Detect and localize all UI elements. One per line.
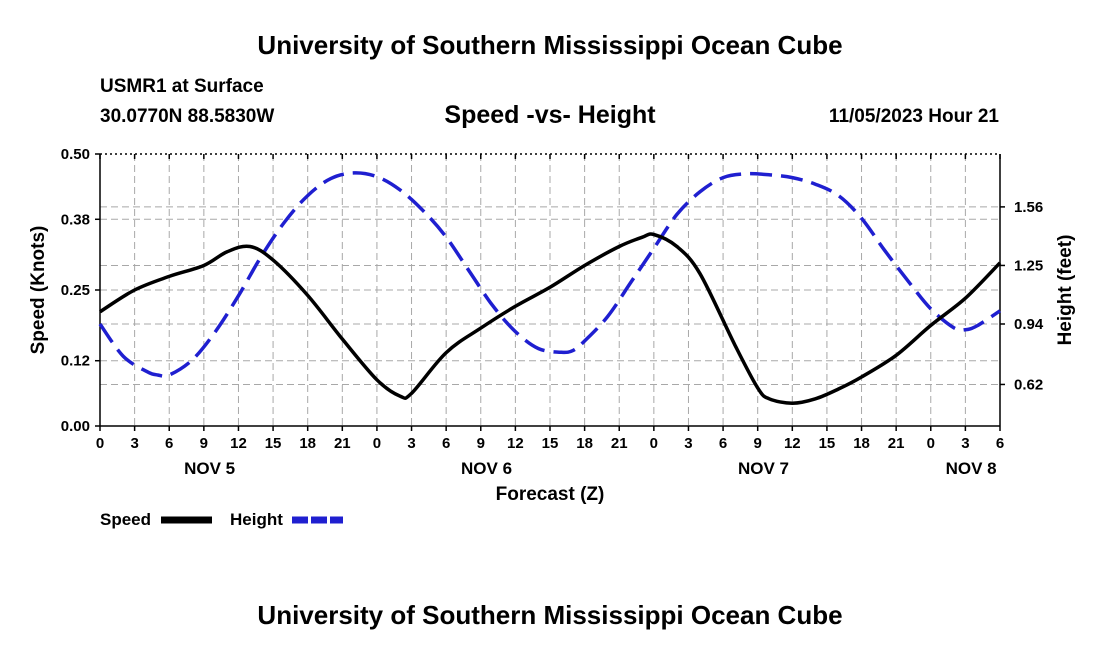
- y-right-tick-label: 1.56: [1014, 199, 1043, 216]
- x-tick-label: 21: [334, 435, 351, 452]
- x-tick-label: 18: [853, 435, 870, 452]
- x-axis-label: Forecast (Z): [496, 484, 605, 505]
- y-left-tick-label: 0.50: [61, 146, 90, 163]
- forecast-datetime: 11/05/2023 Hour 21: [828, 106, 999, 127]
- x-tick-label: 0: [650, 435, 658, 452]
- station-coordinates: 30.0770N 88.5830W: [100, 106, 275, 127]
- y-left-axis-label: Speed (Knots): [28, 226, 49, 355]
- x-tick-label: 6: [719, 435, 727, 452]
- y-right-axis-label: Height (feet): [1055, 235, 1076, 346]
- x-tick-label: 0: [927, 435, 935, 452]
- y-left-tick-label: 0.12: [61, 353, 90, 370]
- x-tick-label: 12: [784, 435, 801, 452]
- speed-height-chart: 0 3 6 9 12 15 18 21 0 3 6 9 12 15 18 21 0 3 6 9 12 15 18 21 0 3 6N…: [28, 146, 1076, 529]
- x-tick-label: 6: [442, 435, 450, 452]
- x-tick-label: 15: [542, 435, 559, 452]
- legend-height-label: Height: [230, 510, 283, 529]
- x-tick-label: 3: [961, 435, 969, 452]
- x-tick-label: 9: [754, 435, 762, 452]
- x-tick-label: 21: [888, 435, 905, 452]
- x-tick-label: 18: [299, 435, 316, 452]
- x-tick-label: 0: [373, 435, 381, 452]
- y-left-tick-label: 0.00: [61, 418, 90, 435]
- x-tick-label: 3: [130, 435, 138, 452]
- x-tick-label: 12: [230, 435, 247, 452]
- x-day-label: NOV 5: [184, 459, 235, 478]
- x-tick-label: 6: [996, 435, 1004, 452]
- x-day-label: NOV 8: [946, 459, 997, 478]
- y-right-tick-label: 0.94: [1014, 316, 1044, 333]
- x-tick-label: 9: [200, 435, 208, 452]
- chart-title: Speed -vs- Height: [444, 101, 656, 129]
- y-left-tick-label: 0.25: [61, 282, 90, 299]
- footer-title: University of Southern Mississippi Ocean…: [257, 600, 843, 630]
- x-tick-label: 15: [819, 435, 836, 452]
- x-tick-label: 12: [507, 435, 524, 452]
- x-tick-label: 6: [165, 435, 173, 452]
- station-label: USMR1 at Surface: [100, 76, 264, 97]
- series-line-height: [98, 171, 1001, 379]
- x-tick-label: 9: [477, 435, 485, 452]
- y-left-tick-label: 0.38: [61, 211, 90, 228]
- x-day-label: NOV 7: [738, 459, 789, 478]
- y-right-tick-label: 0.62: [1014, 376, 1043, 393]
- x-day-label: NOV 6: [461, 459, 512, 478]
- x-tick-label: 3: [684, 435, 692, 452]
- legend-speed-label: Speed: [100, 510, 151, 529]
- x-tick-label: 3: [407, 435, 415, 452]
- x-tick-label: 15: [265, 435, 282, 452]
- x-tick-label: 18: [576, 435, 593, 452]
- y-right-tick-label: 1.25: [1014, 257, 1043, 274]
- x-tick-label: 21: [611, 435, 628, 452]
- x-tick-label: 0: [96, 435, 104, 452]
- series-line-speed: [99, 232, 1002, 405]
- page-title: University of Southern Mississippi Ocean…: [257, 30, 843, 60]
